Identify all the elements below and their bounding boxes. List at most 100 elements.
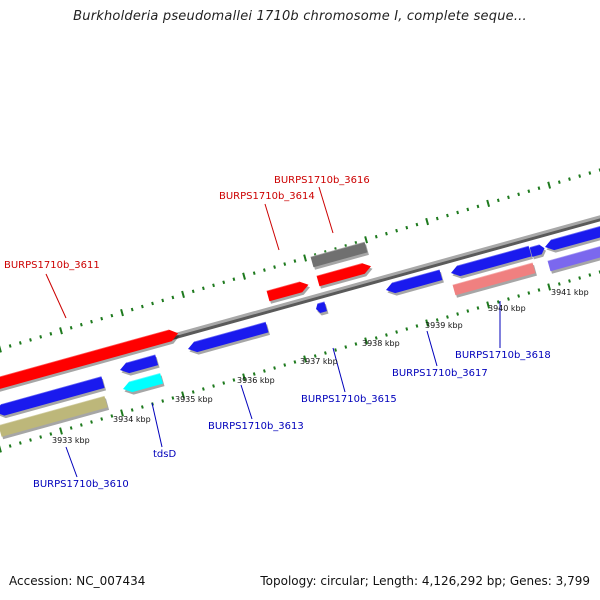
upper-tick	[425, 217, 430, 226]
lower-tick	[273, 366, 276, 370]
upper-tick	[374, 234, 378, 239]
gene-label-burps1710b-3616[interactable]: BURPS1710b_3616	[274, 175, 370, 186]
gene-slate-arrow-highlight	[547, 245, 600, 262]
gene-blue-tiny-arrow-highlight	[529, 243, 540, 248]
gene-3616-arrow[interactable]	[316, 263, 371, 287]
gene-3613-arrow-highlight	[194, 321, 266, 343]
upper-tick	[100, 316, 104, 321]
lower-tick	[303, 355, 307, 363]
lower-tick	[8, 444, 12, 448]
lower-tick	[537, 288, 541, 292]
gene-3611-arrow[interactable]	[0, 329, 179, 390]
upper-tick	[547, 181, 552, 189]
lower-tick	[0, 445, 2, 453]
lower-tick	[385, 333, 388, 337]
upper-tick	[140, 304, 144, 309]
lower-tick	[344, 345, 348, 349]
lower-tick	[181, 391, 185, 399]
lower-tick	[90, 420, 93, 424]
upper-tick	[283, 262, 287, 266]
gene-blue-small-arrow[interactable]	[120, 354, 159, 374]
lower-tick	[222, 381, 226, 385]
lower-tick	[517, 294, 521, 298]
lower-tick	[49, 432, 53, 436]
gene-3616-gray-arrow[interactable]	[310, 241, 368, 268]
gene-label-burps1710b-3615[interactable]: BURPS1710b_3615	[301, 394, 397, 405]
gene-3616-arrow-highlight	[316, 262, 363, 277]
lower-tick	[110, 414, 114, 418]
upper-tick	[364, 236, 369, 244]
lower-tick	[263, 369, 266, 373]
gene-label-burps1710b-3611[interactable]: BURPS1710b_3611	[4, 260, 100, 271]
upper-tick	[476, 204, 480, 209]
upper-tick	[466, 207, 470, 212]
scale-label-3933: 3933 kbp	[52, 436, 90, 445]
upper-tick	[446, 213, 449, 218]
upper-tick	[578, 174, 582, 178]
gene-blue-long-arrow-highlight	[457, 245, 529, 267]
upper-tick	[242, 272, 246, 280]
leader-3610	[65, 446, 78, 478]
upper-tick	[273, 265, 276, 269]
leader-tdsd	[151, 402, 163, 448]
upper-tick	[222, 280, 226, 285]
upper-tick	[161, 298, 165, 303]
upper-tick	[191, 289, 195, 294]
lower-tick	[39, 435, 43, 439]
lower-tick	[415, 324, 419, 328]
gene-3618-arrow[interactable]	[452, 262, 536, 296]
upper-tick	[120, 308, 124, 317]
gene-blue-right-arrow[interactable]	[545, 226, 600, 251]
lower-tick	[466, 309, 470, 313]
upper-tick	[568, 177, 571, 181]
leader-3611	[45, 273, 67, 319]
gene-tdsd-arrow[interactable]	[123, 373, 164, 393]
gene-blue-tiny-arrow[interactable]	[529, 244, 545, 257]
gene-3617-arrow-highlight	[392, 268, 440, 284]
gene-3610-arrow[interactable]	[0, 376, 105, 416]
upper-tick	[59, 327, 63, 335]
gene-3615-arrow[interactable]	[316, 301, 327, 314]
gene-label-burps1710b-3613[interactable]: BURPS1710b_3613	[208, 421, 304, 432]
gene-3617-arrow[interactable]	[386, 269, 443, 294]
lower-tick	[324, 351, 327, 355]
upper-tick	[0, 345, 2, 353]
lower-tick	[130, 408, 134, 412]
lower-tick	[29, 438, 32, 442]
upper-tick	[486, 199, 491, 208]
scale-label-3941: 3941 kbp	[551, 288, 589, 297]
gene-blue-long-arrow[interactable]	[451, 245, 532, 277]
accession-text: Accession: NC_007434	[9, 574, 146, 588]
upper-tick	[395, 228, 399, 233]
lower-tick	[100, 417, 104, 421]
scale-label-3936: 3936 kbp	[237, 376, 275, 385]
lower-tick	[191, 390, 195, 394]
gene-olive-arrow[interactable]	[0, 395, 108, 437]
lower-tick	[232, 378, 236, 382]
leader-3615	[332, 347, 346, 393]
lower-tick	[171, 396, 175, 400]
gene-label-tdsd[interactable]: tdsD	[153, 449, 176, 460]
scale-label-3939: 3939 kbp	[425, 321, 463, 330]
upper-tick	[49, 332, 53, 336]
lower-tick	[446, 315, 449, 319]
gene-3614-arrow[interactable]	[266, 281, 309, 302]
gene-tdsd-arrow-highlight	[129, 372, 161, 383]
scale-label-3940: 3940 kbp	[488, 304, 526, 313]
upper-tick	[405, 225, 409, 230]
lower-tick	[120, 409, 124, 417]
gene-3613-arrow[interactable]	[188, 321, 269, 353]
gene-label-burps1710b-3618[interactable]: BURPS1710b_3618	[455, 350, 551, 361]
gene-label-burps1710b-3617[interactable]: BURPS1710b_3617	[392, 368, 488, 379]
upper-tick	[90, 319, 93, 324]
upper-tick	[18, 341, 22, 345]
gene-3615-arrow-highlight	[317, 300, 325, 305]
scale-label-3938: 3938 kbp	[362, 339, 400, 348]
gene-label-burps1710b-3610[interactable]: BURPS1710b_3610	[33, 479, 129, 490]
upper-tick	[8, 344, 12, 348]
lower-tick	[547, 283, 552, 291]
lower-tick	[496, 300, 500, 304]
gene-label-burps1710b-3614[interactable]: BURPS1710b_3614	[219, 191, 315, 202]
gene-slate-arrow[interactable]	[547, 246, 600, 272]
